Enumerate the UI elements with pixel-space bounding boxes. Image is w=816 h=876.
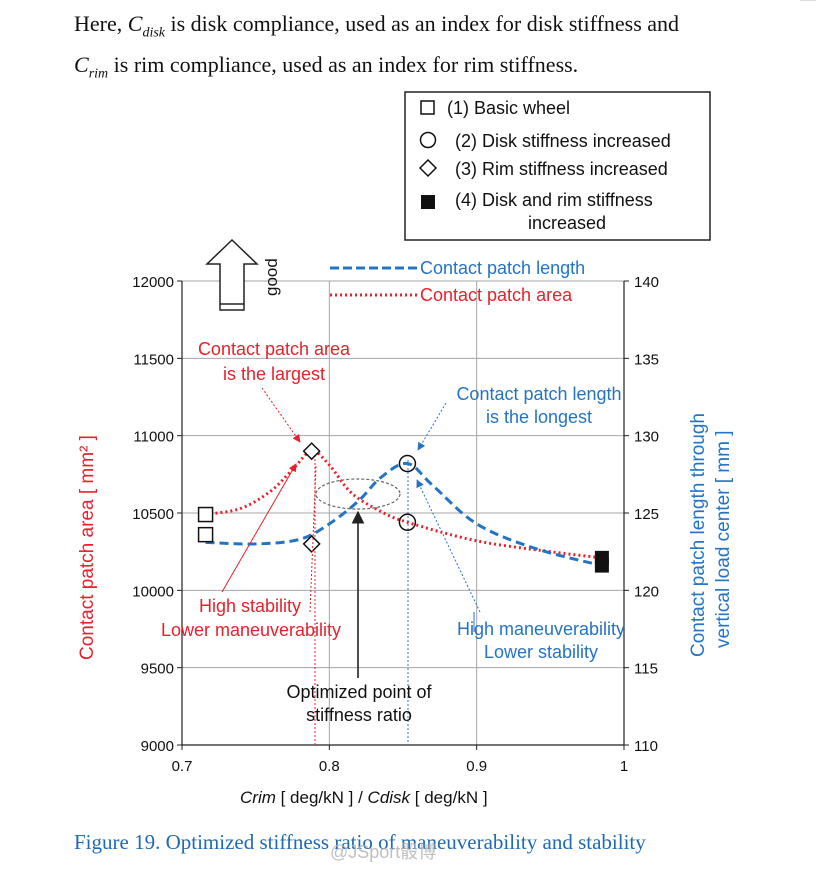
left-tick-labels: 9000 9500 10000 10500 11000 11500 12000 [132,274,182,755]
optimized-region-ellipse [315,478,401,510]
y-right-axis-title-2: vertical load center [ mm ] [713,430,734,648]
area-largest-note-1: Contact patch area [198,339,351,359]
y-right-tick-label: 120 [634,583,659,600]
intro-line-1: Here, Cdisk is disk compliance, used as … [74,11,680,41]
optimized-note-2: stiffness ratio [306,705,412,725]
y-left-tick-label: 9000 [141,738,174,755]
legend-basic-wheel: (1) Basic wheel [447,98,570,118]
length-open-diamond-marker [302,534,321,553]
high-stability-arrow [221,463,297,593]
lower-stability-note: Lower stability [484,642,598,662]
area-open-square-marker [197,506,214,523]
legend-disk-stiffness: (2) Disk stiffness increased [455,131,671,151]
x-tick-labels: 0.7 0.8 0.9 1 [172,745,628,775]
legend-open-circle-icon [419,131,437,149]
length-filled-square-marker [594,558,609,573]
legend-open-diamond-icon [418,158,438,178]
y-left-tick-label: 10500 [132,506,174,523]
marker-legend: (1) Basic wheel (2) Disk stiffness incre… [404,91,711,241]
y-left-axis-title: Contact patch area [ mm² ] [77,435,98,660]
y-left-tick-label: 11000 [133,429,174,446]
x-tick-label: 0.7 [172,758,193,775]
marker-legend-box [404,91,711,241]
x-axis-title: Crim [ deg/kN ] / Cdisk [ deg/kN ] [240,788,488,807]
legend-open-square-icon [420,100,435,115]
x-tick-label: 0.8 [319,758,340,775]
intro-line-2: Crim is rim compliance, used as an index… [74,52,579,82]
vertical-guides [314,455,409,745]
legend-filled-square-icon [421,195,435,209]
high-maneuverability-note: High maneuverability [457,619,625,639]
x-tick-label: 0.9 [466,758,487,775]
figure-caption: Figure 19. Optimized stiffness ratio of … [74,830,646,854]
good-label: good [262,258,281,296]
top-rule [800,0,816,2]
length-open-circle-marker [398,454,417,473]
y-left-tick-label: 11500 [133,351,174,368]
intro-text: Here, Cdisk is disk compliance, used as … [74,8,679,91]
area-drop-arrow [309,465,317,613]
optimized-note-1: Optimized point of [286,682,432,702]
legend-area-label: Contact patch area [420,285,573,305]
x-tick-label: 1 [620,758,628,775]
length-longest-note-1: Contact patch length [456,384,621,404]
y-left-tick-label: 10000 [132,583,174,600]
y-right-axis-title-1: Contact patch length through [688,413,709,657]
y-right-tick-label: 125 [634,506,659,523]
y-right-tick-label: 140 [634,274,659,291]
right-tick-labels: 110 115 120 125 130 135 140 [624,274,659,755]
contact-patch-length-curve [205,461,603,568]
data-markers [197,442,609,573]
y-right-tick-label: 115 [634,661,658,678]
c-disk-symbol: C [127,11,143,36]
length-longest-note-2: is the longest [486,407,592,427]
y-right-tick-label: 135 [634,351,659,368]
c-rim-symbol: C [74,52,89,78]
line-legend: Contact patch length Contact patch area [330,258,585,305]
contact-patch-area-curve [205,449,603,560]
legend-rim-stiffness: (3) Rim stiffness increased [455,159,668,179]
watermark: @JSport骰博 [330,842,437,862]
length-longest-arrow [417,402,447,451]
legend-length-label: Contact patch length [420,258,585,278]
legend-disk-rim-stiffness-1: (4) Disk and rim stiffness [455,190,653,210]
y-right-tick-label: 110 [634,738,658,755]
y-right-tick-label: 130 [634,429,659,446]
y-left-tick-label: 9500 [141,661,174,678]
high-stability-note: High stability [199,596,301,616]
up-arrow-icon [205,238,259,311]
area-largest-note-2: is the largest [223,364,325,384]
lower-maneuverability-note: Lower maneuverability [161,620,341,640]
area-open-circle-marker [398,513,417,532]
area-open-diamond-marker [302,442,321,461]
y-left-tick-label: 12000 [132,274,174,291]
legend-disk-rim-stiffness-2: increased [528,213,606,233]
high-maneuverability-arrow [416,479,481,613]
good-arrow: good [205,238,281,311]
area-largest-arrow [261,387,301,443]
length-open-square-marker [197,526,214,543]
